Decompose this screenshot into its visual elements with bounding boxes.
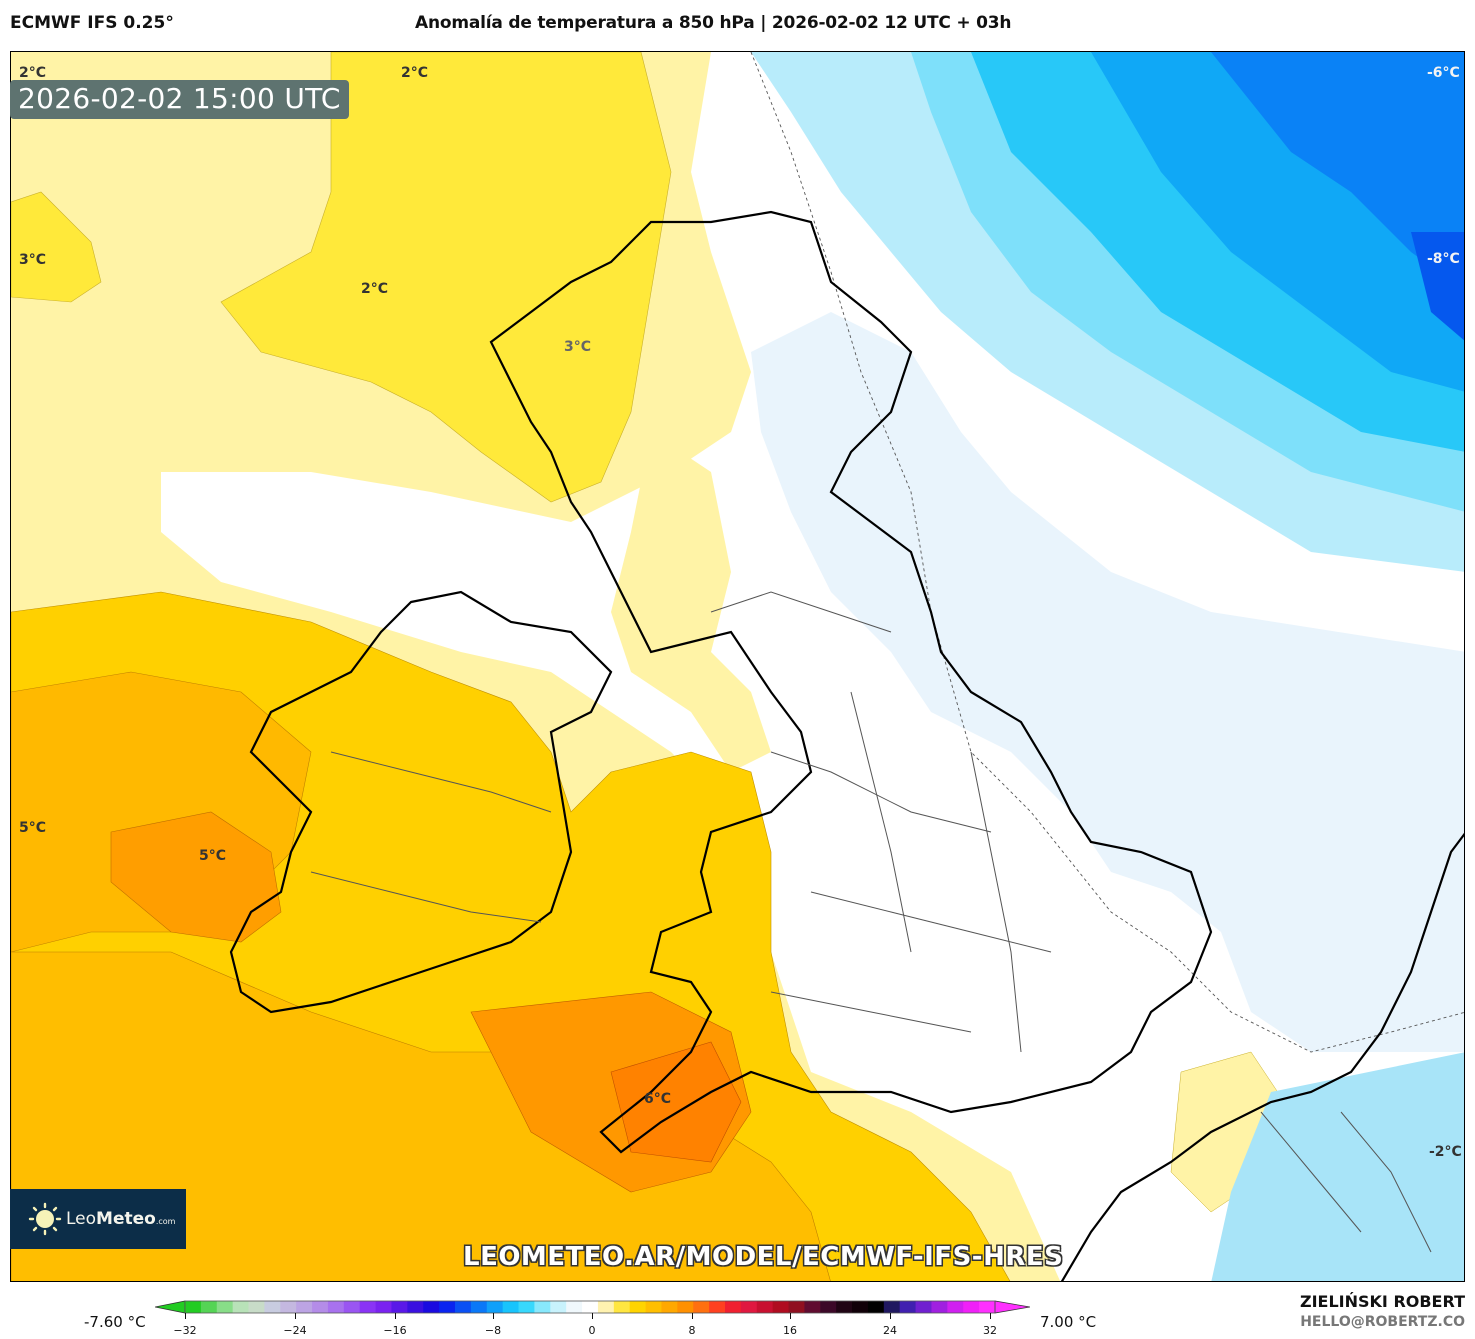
colorbar-tick-mark — [890, 1313, 891, 1319]
author-email: HELLO@ROBERTZ.CO — [1300, 1314, 1465, 1330]
colorbar-tick-label: 8 — [688, 1324, 696, 1337]
colorbar-tick-label: 0 — [588, 1324, 596, 1337]
colorbar-tick-label: 16 — [783, 1324, 797, 1337]
anomaly-field — [11, 52, 1464, 1281]
colorbar-tick-mark — [592, 1313, 593, 1319]
colorbar-tick-mark — [395, 1313, 396, 1319]
colorbar-tick-mark — [493, 1313, 494, 1319]
leometeo-logo[interactable]: LeoMeteo.com — [10, 1189, 186, 1249]
colorbar-tick-mark — [185, 1313, 186, 1319]
contour-label: 5°C — [19, 820, 47, 836]
colorbar-tick-mark — [790, 1313, 791, 1319]
contour-label: 3°C — [564, 339, 592, 355]
source-url-watermark: LEOMETEO.AR/MODEL/ECMWF-IFS-HRES — [463, 1242, 1064, 1272]
map-panel: 2°C 2°C 3°C 2°C 3°C 5°C 5°C 6°C -6°C -8°… — [10, 51, 1465, 1282]
contour-label: 2°C — [361, 281, 389, 297]
colorbar — [155, 1300, 1030, 1314]
sun-icon — [28, 1202, 62, 1236]
field-min-label: -7.60 °C — [84, 1313, 146, 1331]
author-credit: ZIELIŃSKI ROBERT — [1299, 1292, 1465, 1311]
colorbar-tick-label: −24 — [283, 1324, 307, 1337]
colorbar-tick-mark — [295, 1313, 296, 1319]
valid-time-badge: 2026-02-02 15:00 UTC — [10, 80, 349, 119]
colorbar-tick-label: 32 — [983, 1324, 997, 1337]
colorbar-tick-label: −16 — [383, 1324, 407, 1337]
contour-label: 2°C — [401, 65, 429, 81]
colorbar-tick-mark — [692, 1313, 693, 1319]
contour-label: -2°C — [1429, 1144, 1462, 1160]
contour-label: 3°C — [19, 252, 47, 268]
colorbar-tick-label: 24 — [883, 1324, 897, 1337]
header-model: ECMWF IFS 0.25° — [10, 13, 174, 33]
contour-label: 6°C — [644, 1091, 672, 1107]
logo-text: LeoMeteo.com — [66, 1209, 176, 1229]
contour-label: 2°C — [19, 65, 47, 81]
field-max-label: 7.00 °C — [1040, 1313, 1097, 1331]
contour-label: 5°C — [199, 848, 227, 864]
contour-label: -6°C — [1427, 65, 1460, 81]
header-title: Anomalía de temperatura a 850 hPa | 2026… — [415, 13, 1012, 33]
colorbar-tick-label: −32 — [173, 1324, 197, 1337]
contour-label: -8°C — [1427, 251, 1460, 267]
colorbar-tick-label: −8 — [484, 1324, 502, 1337]
colorbar-tick-mark — [990, 1313, 991, 1319]
